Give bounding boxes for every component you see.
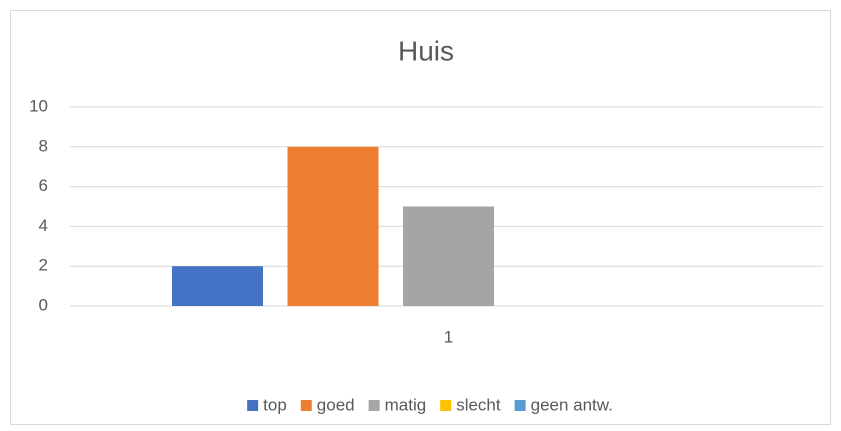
y-tick-label: 10 bbox=[29, 96, 48, 115]
y-tick-label: 4 bbox=[39, 216, 48, 235]
y-tick-label: 8 bbox=[39, 136, 48, 155]
legend-swatch bbox=[440, 400, 452, 411]
legend-label: top bbox=[263, 395, 287, 414]
legend-swatch bbox=[300, 400, 312, 411]
legend-label: slecht bbox=[456, 395, 501, 414]
legend-label: matig bbox=[385, 395, 427, 414]
legend-label: goed bbox=[317, 395, 355, 414]
y-tick-label: 2 bbox=[39, 256, 48, 275]
bar bbox=[172, 266, 263, 306]
bar bbox=[403, 206, 494, 306]
y-tick-label: 6 bbox=[39, 176, 48, 195]
y-tick-label: 0 bbox=[39, 295, 48, 314]
chart-title: Huis bbox=[398, 35, 454, 66]
legend-label: geen antw. bbox=[531, 395, 613, 414]
legend-swatch bbox=[247, 400, 259, 411]
legend-swatch bbox=[514, 400, 526, 411]
legend-swatch bbox=[368, 400, 380, 411]
bar bbox=[287, 146, 379, 306]
x-tick-label: 1 bbox=[444, 327, 453, 346]
